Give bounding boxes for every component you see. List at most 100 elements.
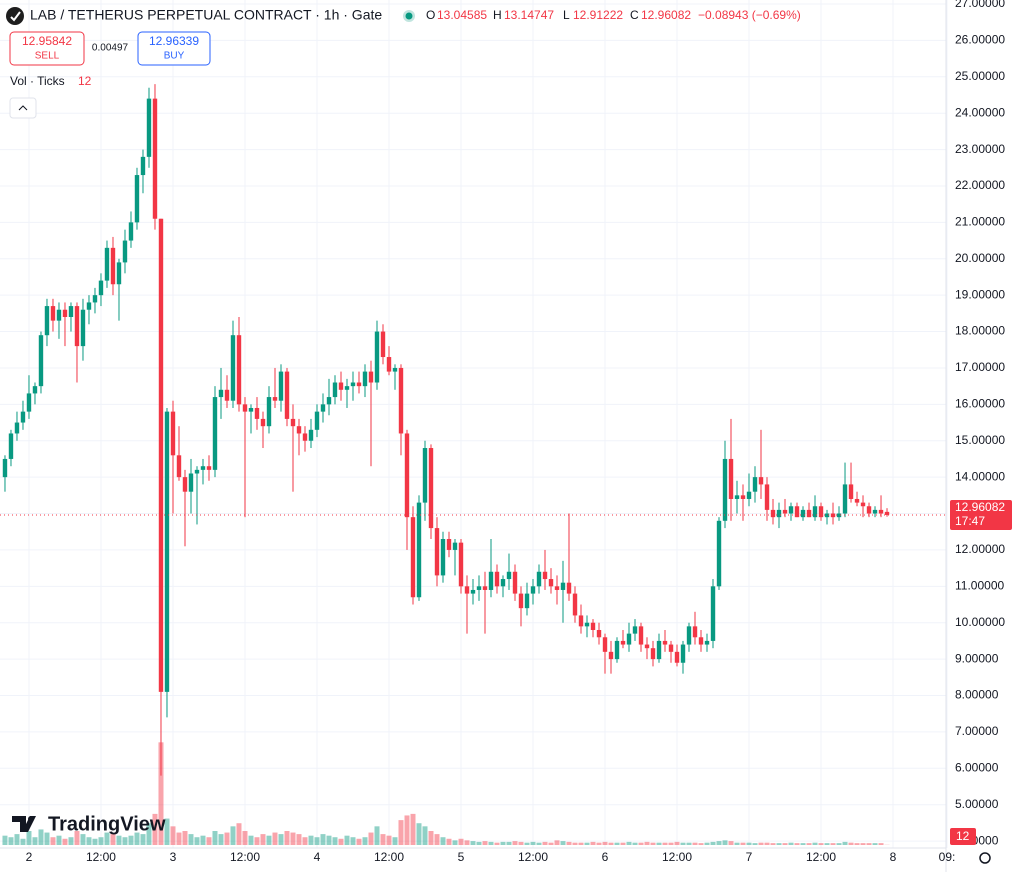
volume-bar xyxy=(812,842,818,845)
volume-bar xyxy=(284,831,290,845)
candle-body xyxy=(194,469,200,474)
ohlc-value: 13.14747 xyxy=(504,8,554,22)
y-tick-label: 15.00000 xyxy=(955,433,1005,447)
candle-body xyxy=(554,586,560,590)
candle-body xyxy=(692,626,698,638)
buy-button[interactable] xyxy=(137,31,211,66)
candle-body xyxy=(842,484,848,514)
candle-body xyxy=(716,520,722,587)
candle-body xyxy=(542,571,548,580)
brand: TradingView xyxy=(48,813,166,835)
sell-label: SELL xyxy=(35,51,60,62)
volume-bar xyxy=(200,835,206,845)
ohlc-key: H xyxy=(493,8,502,22)
x-tick-label: 6 xyxy=(602,850,609,864)
ohlc-key: O xyxy=(426,8,435,22)
volume-bar xyxy=(326,835,332,845)
volume-bar xyxy=(92,838,98,845)
x-tick-label: 8 xyxy=(890,850,897,864)
candle-body xyxy=(68,306,74,317)
candle-body xyxy=(80,309,86,347)
volume-bar xyxy=(344,835,350,845)
candle-body xyxy=(644,644,650,649)
volume-bar xyxy=(386,835,392,845)
candle-body xyxy=(680,644,686,663)
volume-bar xyxy=(302,837,308,845)
volume-bar xyxy=(746,842,752,845)
volume-bar xyxy=(800,843,806,845)
candle-body xyxy=(212,397,218,470)
volume-bar xyxy=(506,841,512,845)
change: −0.08943 (−0.69%) xyxy=(698,8,801,22)
volume-bar xyxy=(416,823,422,845)
candle-body xyxy=(2,458,8,478)
volume-bar xyxy=(242,831,248,845)
candle-body xyxy=(92,295,98,303)
candle-body xyxy=(668,644,674,652)
volume-bar xyxy=(698,843,704,845)
volume-bar xyxy=(308,835,314,845)
candle-body xyxy=(164,411,170,692)
collapse-button[interactable] xyxy=(9,97,37,119)
volume-bar xyxy=(854,843,860,845)
volume-bar xyxy=(68,837,74,845)
volume-bar xyxy=(380,834,386,845)
volume-bar xyxy=(470,841,476,845)
volume-bar xyxy=(488,841,494,845)
candle-body xyxy=(230,335,236,401)
volume-bar xyxy=(74,831,80,845)
volume-bar xyxy=(14,834,20,845)
candle-body xyxy=(362,371,368,387)
volume-bar xyxy=(440,837,446,845)
candle-body xyxy=(728,458,734,499)
y-tick-label: 22.00000 xyxy=(955,178,1005,192)
spread: 0.00497 xyxy=(92,43,129,54)
candle-body xyxy=(674,651,680,663)
candle-body xyxy=(632,626,638,634)
volume-bar xyxy=(224,832,230,845)
settings-icon[interactable] xyxy=(979,852,991,864)
volume-bar xyxy=(464,840,470,845)
x-tick-label: 7 xyxy=(746,850,753,864)
sell-button[interactable] xyxy=(9,31,85,66)
volume-bar xyxy=(56,835,62,845)
y-tick-label: 26.00000 xyxy=(955,33,1005,47)
volume-bar xyxy=(752,843,758,845)
volume-bar xyxy=(830,843,836,845)
candle-body xyxy=(566,582,572,594)
symbol-logo xyxy=(6,7,24,25)
candle-body xyxy=(452,542,458,550)
candle-body xyxy=(182,477,188,492)
candle-body xyxy=(302,433,308,441)
candle-body xyxy=(800,509,806,518)
volume-bar xyxy=(476,841,482,845)
candle-body xyxy=(86,302,92,310)
candle-body xyxy=(146,98,152,157)
volume-bar xyxy=(716,841,722,845)
volume-bar xyxy=(152,813,158,845)
candle-body xyxy=(584,622,590,627)
candle-body xyxy=(590,622,596,630)
volume-bar xyxy=(734,842,740,845)
volume-bar xyxy=(218,834,224,845)
x-tick-label: 12:00 xyxy=(374,850,404,864)
candle-body xyxy=(74,306,80,347)
x-tick-label: 12:00 xyxy=(518,850,548,864)
candle-body xyxy=(440,539,446,576)
x-tick-label: 12:00 xyxy=(86,850,116,864)
candle-body xyxy=(458,542,464,587)
volume-bar xyxy=(32,837,38,845)
volume-bar xyxy=(338,838,344,845)
candle-body xyxy=(248,407,254,412)
chart-title[interactable]: LAB / TETHERUS PERPETUAL CONTRACT · 1h ·… xyxy=(30,7,382,23)
candle-body xyxy=(818,506,824,518)
candle-body xyxy=(488,571,494,590)
candle-body xyxy=(236,335,242,405)
volume-bar xyxy=(260,834,266,845)
candle-body xyxy=(500,579,506,587)
candle-body xyxy=(398,367,404,434)
candle-body xyxy=(602,637,608,652)
volume-bar xyxy=(176,832,182,845)
